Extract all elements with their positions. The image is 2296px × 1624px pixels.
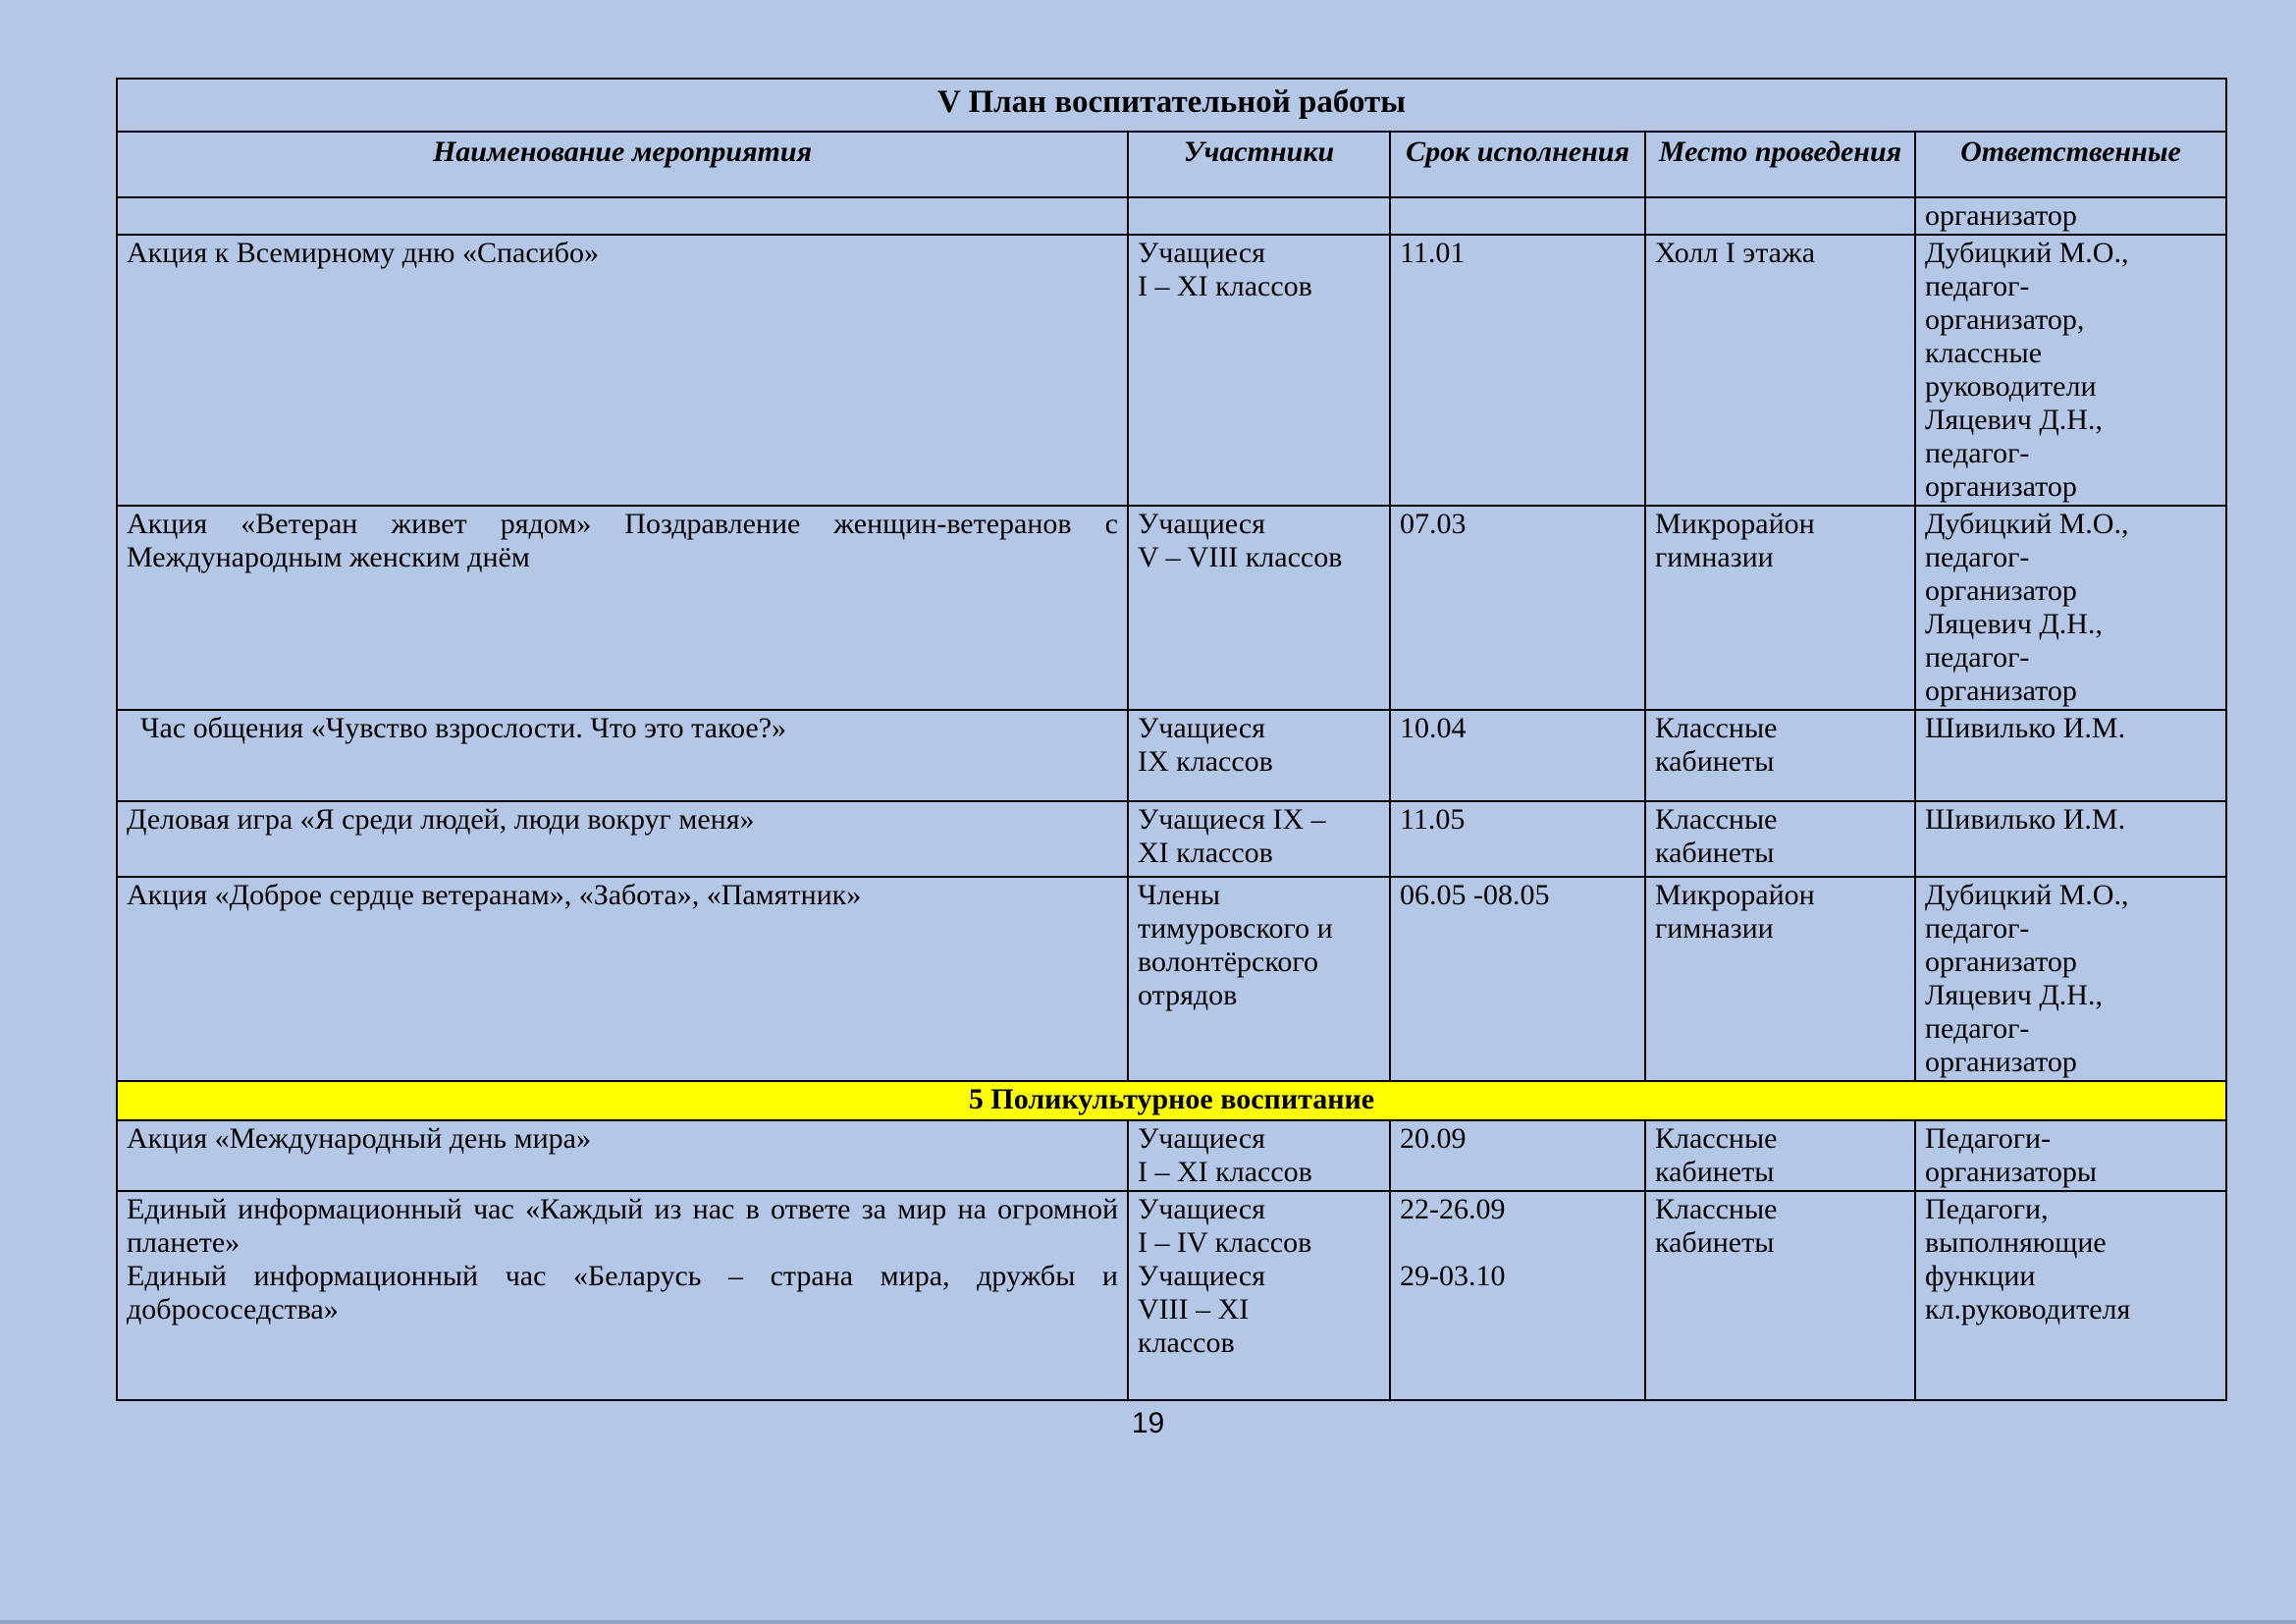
cell-name: Акция «Ветеран живет рядом» Поздравление… bbox=[116, 505, 1129, 711]
section-row: 5 Поликультурное воспитание bbox=[116, 1080, 2227, 1121]
cell-term: 20.09 bbox=[1389, 1119, 1646, 1192]
cell-term: 06.05 -08.05 bbox=[1389, 876, 1646, 1082]
cell-place: Холл I этажа bbox=[1644, 234, 1916, 507]
table-row: организатор bbox=[116, 196, 2227, 236]
section-title: 5 Поликультурное воспитание bbox=[116, 1080, 2227, 1121]
cell-place: Классные кабинеты bbox=[1644, 1190, 1916, 1401]
cell-participants: Учащиеся I – IV классов Учащиеся VIII – … bbox=[1127, 1190, 1391, 1401]
table-row: Час общения «Чувство взрослости. Что это… bbox=[116, 709, 2227, 802]
cell-name: Акция «Международный день мира» bbox=[116, 1119, 1129, 1192]
cell-place: Классные кабинеты bbox=[1644, 709, 1916, 802]
cell-place bbox=[1644, 196, 1916, 236]
column-header-name: Наименование мероприятия bbox=[116, 131, 1129, 198]
cell-term: 11.01 bbox=[1389, 234, 1646, 507]
cell-term: 11.05 bbox=[1389, 800, 1646, 878]
cell-responsible: Шивилько И.М. bbox=[1914, 709, 2227, 802]
cell-participants: Учащиеся IX классов bbox=[1127, 709, 1391, 802]
table-row: Акция к Всемирному дню «Спасибо» Учащиеся… bbox=[116, 234, 2227, 507]
column-header-term: Срок исполнения bbox=[1389, 131, 1646, 198]
cell-place: Микрорайон гимназии bbox=[1644, 505, 1916, 711]
cell-name: Деловая игра «Я среди людей, люди вокруг… bbox=[116, 800, 1129, 878]
cell-responsible: Педагоги, выполняющие функции кл.руковод… bbox=[1914, 1190, 2227, 1401]
cell-place: Классные кабинеты bbox=[1644, 1119, 1916, 1192]
table-body: организатор Акция к Всемирному дню «Спаси… bbox=[116, 196, 2227, 1401]
cell-participants: Учащиеся IX – XI классов bbox=[1127, 800, 1391, 878]
cell-responsible: организатор bbox=[1914, 196, 2227, 236]
cell-participants: Учащиеся V – VIII классов bbox=[1127, 505, 1391, 711]
page-number: 19 bbox=[1131, 1407, 1165, 1439]
cell-name bbox=[116, 196, 1129, 236]
table-row: Единый информационный час «Каждый из нас… bbox=[116, 1190, 2227, 1401]
cell-name: Акция к Всемирному дню «Спасибо» bbox=[116, 234, 1129, 507]
cell-responsible: Дубицкий М.О., педагог- организатор, кла… bbox=[1914, 234, 2227, 507]
table-row: Акция «Международный день мира» Учащиеся … bbox=[116, 1119, 2227, 1192]
table-row: Деловая игра «Я среди людей, люди вокруг… bbox=[116, 800, 2227, 878]
cell-responsible: Дубицкий М.О., педагог- организатор Ляце… bbox=[1914, 505, 2227, 711]
table-header-row: Наименование мероприятия Участники Срок … bbox=[116, 131, 2227, 198]
cell-term: 10.04 bbox=[1389, 709, 1646, 802]
table-row: Акция «Ветеран живет рядом» Поздравление… bbox=[116, 505, 2227, 711]
table-title-row: V План воспитательной работы bbox=[116, 78, 2227, 133]
cell-term: 07.03 bbox=[1389, 505, 1646, 711]
cell-term bbox=[1389, 196, 1646, 236]
column-header-participants: Участники bbox=[1127, 131, 1391, 198]
cell-name: Единый информационный час «Каждый из нас… bbox=[116, 1190, 1129, 1401]
cell-term: 22-26.09 29-03.10 bbox=[1389, 1190, 1646, 1401]
plan-table: V План воспитательной работы Наименовани… bbox=[116, 78, 2227, 1401]
cell-participants: Учащиеся I – XI классов bbox=[1127, 1119, 1391, 1192]
page-bottom-edge bbox=[0, 1620, 2296, 1624]
cell-name: Акция «Доброе сердце ветеранам», «Забота… bbox=[116, 876, 1129, 1082]
cell-responsible: Дубицкий М.О., педагог- организатор Ляце… bbox=[1914, 876, 2227, 1082]
table-title: V План воспитательной работы bbox=[116, 78, 2227, 133]
cell-responsible: Шивилько И.М. bbox=[1914, 800, 2227, 878]
cell-place: Классные кабинеты bbox=[1644, 800, 1916, 878]
cell-participants bbox=[1127, 196, 1391, 236]
cell-name: Час общения «Чувство взрослости. Что это… bbox=[116, 709, 1129, 802]
cell-participants: Члены тимуровского и волонтёрского отряд… bbox=[1127, 876, 1391, 1082]
cell-place: Микрорайон гимназии bbox=[1644, 876, 1916, 1082]
cell-responsible: Педагоги- организаторы bbox=[1914, 1119, 2227, 1192]
table-row: Акция «Доброе сердце ветеранам», «Забота… bbox=[116, 876, 2227, 1082]
column-header-place: Место проведения bbox=[1644, 131, 1916, 198]
column-header-responsible: Ответственные bbox=[1914, 131, 2227, 198]
cell-participants: Учащиеся I – XI классов bbox=[1127, 234, 1391, 507]
